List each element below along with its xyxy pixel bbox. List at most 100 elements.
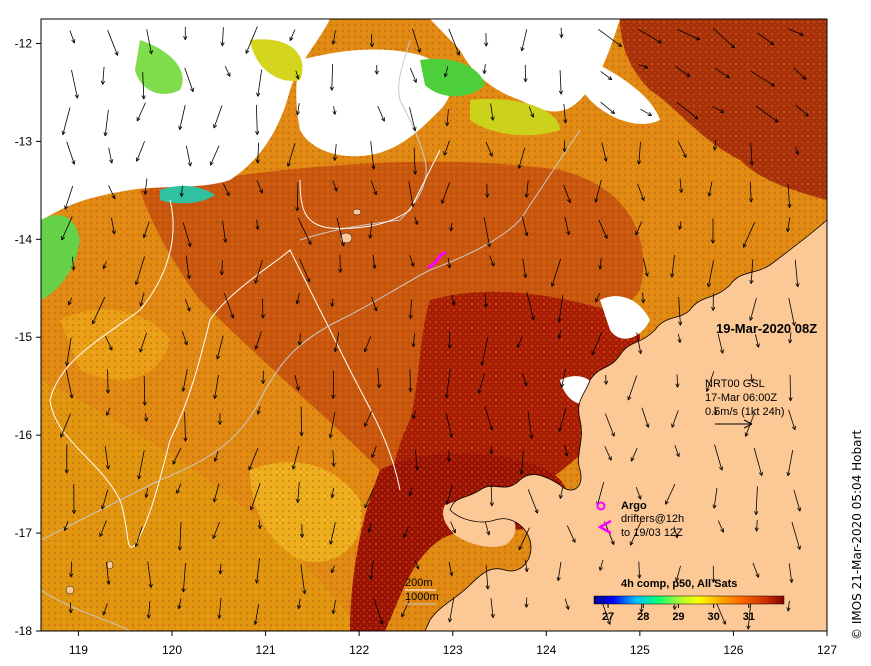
current-vector-head xyxy=(774,118,779,123)
current-vector xyxy=(787,184,791,208)
y-tick-label: -15 xyxy=(15,330,33,344)
depth-legend: 200m 1000m xyxy=(405,577,439,605)
current-vector xyxy=(757,32,774,46)
current-vector xyxy=(99,520,107,537)
current-legend: NRT00 GSL 17-Mar 06:00Z 0.5m/s (1kt 24h) xyxy=(705,378,784,429)
current-vector-head xyxy=(558,494,564,499)
current-vector xyxy=(558,295,564,323)
current-vector-head xyxy=(410,202,415,208)
current-vector-head xyxy=(485,193,490,198)
current-vector xyxy=(287,143,296,167)
x-tick-label: 121 xyxy=(256,643,276,657)
current-vector xyxy=(139,332,148,353)
current-vector xyxy=(714,67,730,79)
current-vector-head xyxy=(707,192,712,197)
current-vector xyxy=(135,256,145,286)
current-vector-head xyxy=(557,318,562,323)
current-vector-head xyxy=(518,545,523,551)
current-vector xyxy=(222,220,227,243)
current-vector-head xyxy=(371,453,376,458)
current-vector xyxy=(518,527,530,550)
current-vector-head xyxy=(297,341,302,346)
current-vector-head xyxy=(490,262,495,267)
current-vector-head xyxy=(562,148,567,153)
current-vector xyxy=(522,258,527,278)
current-vector-head xyxy=(69,573,74,578)
current-vector xyxy=(712,105,724,113)
current-vector xyxy=(219,563,222,575)
current-vector-head xyxy=(706,283,712,288)
current-vector-head xyxy=(330,302,335,307)
current-vector xyxy=(714,406,716,415)
current-vector-head xyxy=(443,151,448,156)
current-vector xyxy=(145,413,147,422)
current-vector-field xyxy=(60,26,809,630)
current-vector-head xyxy=(186,307,191,312)
current-vector xyxy=(604,446,612,461)
current-vector-head xyxy=(603,380,609,385)
current-vector xyxy=(336,217,345,247)
current-vector xyxy=(601,142,607,162)
current-vector-head xyxy=(177,546,182,551)
colorbar-tick-label: 27 xyxy=(602,611,614,623)
current-vector-head xyxy=(722,620,727,625)
current-vector-head xyxy=(482,69,487,75)
current-vector-head xyxy=(190,87,194,93)
current-vector xyxy=(559,487,564,499)
current-vector-head xyxy=(91,320,96,325)
current-vector-head xyxy=(749,161,754,166)
current-vector-head xyxy=(523,78,528,83)
current-vector xyxy=(179,105,186,130)
current-vector xyxy=(566,525,576,543)
current-vector xyxy=(64,185,74,210)
current-vector xyxy=(108,185,116,199)
current-vector-head xyxy=(71,39,76,44)
current-vector xyxy=(791,522,801,550)
current-vector xyxy=(642,292,644,304)
current-vector xyxy=(331,64,334,91)
current-vector xyxy=(410,299,412,319)
colorbar-tick-label: 30 xyxy=(708,611,720,623)
current-vector xyxy=(332,600,336,614)
current-vector-head xyxy=(630,457,635,462)
current-vector xyxy=(551,258,562,287)
current-vector-head xyxy=(61,130,66,136)
colorbar: 4h comp, p50, All Sats 27 28 29 30 31 xyxy=(593,578,785,623)
current-vector xyxy=(334,144,337,161)
current-vector xyxy=(627,375,638,401)
current-vector xyxy=(408,181,414,207)
land-gulf-detail xyxy=(443,499,516,547)
current-vector-head xyxy=(705,387,710,392)
current-vector-head xyxy=(367,528,372,533)
current-vector-head xyxy=(106,580,111,585)
current-vector xyxy=(483,63,486,74)
current-vector xyxy=(299,333,301,346)
current-vector xyxy=(329,411,336,438)
current-vector xyxy=(638,141,641,165)
current-vector xyxy=(69,30,75,44)
current-vector-head xyxy=(291,465,296,470)
current-vector-head xyxy=(148,583,153,588)
current-vector xyxy=(564,216,570,236)
current-vector-head xyxy=(672,605,677,610)
current-vector-head xyxy=(730,44,735,49)
current-vector xyxy=(712,27,735,49)
current-vector xyxy=(377,105,385,122)
current-vector-head xyxy=(134,542,139,547)
current-vector-head xyxy=(299,533,305,538)
current-vector-head xyxy=(524,567,529,573)
current-vector xyxy=(605,375,607,385)
current-vector-head xyxy=(74,94,79,99)
current-vector-head xyxy=(64,205,69,210)
current-vector-head xyxy=(136,117,141,122)
current-vector xyxy=(143,375,146,406)
current-vector xyxy=(489,255,495,267)
current-vector xyxy=(224,292,234,319)
current-vector xyxy=(451,294,455,306)
current-vector xyxy=(214,375,219,399)
current-vector-head xyxy=(719,108,725,113)
x-tick-label: 126 xyxy=(723,643,743,657)
current-vector-head xyxy=(742,243,747,248)
current-vector-head xyxy=(257,524,262,529)
